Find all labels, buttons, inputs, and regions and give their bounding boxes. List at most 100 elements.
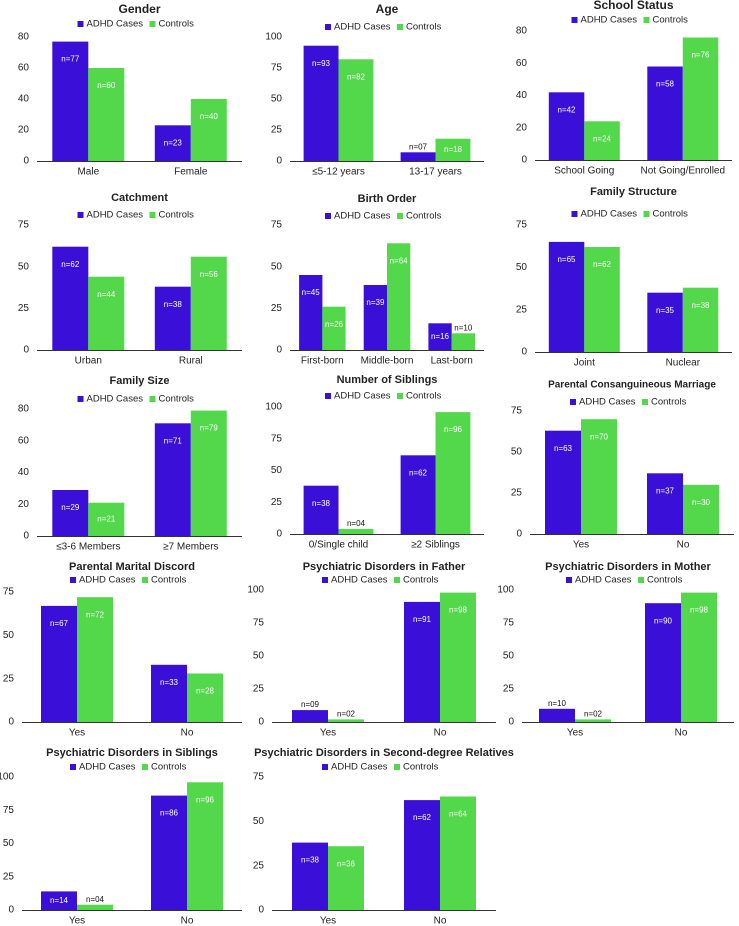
bar-controls-first-born	[322, 306, 346, 350]
legend-label-controls: Controls	[159, 394, 195, 405]
data-label: n=71	[164, 436, 183, 445]
data-label: n=77	[61, 55, 80, 64]
legend-swatch-adhd-cases	[77, 21, 84, 27]
bar-adhd-cases-yes	[292, 710, 328, 722]
y-tick-label: 75	[271, 433, 283, 444]
y-tick-label: 50	[511, 447, 523, 458]
bar-adhd-cases-school-going	[548, 92, 585, 160]
bar-adhd-cases-no	[404, 800, 440, 910]
data-label: n=29	[61, 503, 80, 512]
chart-panel-14: Psychiatric Disorders in Second-degree R…	[253, 747, 514, 926]
chart-panel-11: Psychiatric Disorders in Father ADHD Case…	[247, 561, 496, 739]
data-label: n=76	[691, 51, 710, 60]
chart-title: Number of Siblings	[337, 374, 438, 386]
y-tick-label: 25	[18, 303, 30, 314]
bar-adhd-cases-female	[154, 125, 191, 161]
bar-controls-not-going-enrolled	[682, 37, 719, 160]
bar-controls-yes	[575, 719, 611, 722]
legend-label-controls: Controls	[653, 15, 689, 26]
data-label: n=09	[301, 700, 320, 709]
data-label: n=45	[302, 288, 321, 297]
data-label: n=60	[97, 81, 116, 90]
x-category-label: Female	[174, 167, 208, 178]
data-label: n=82	[347, 72, 366, 81]
data-label: n=04	[347, 519, 366, 528]
legend-swatch-adhd-cases	[70, 577, 76, 583]
bar-adhd-cases-yes	[545, 430, 581, 534]
legend-label-adhd-cases: ADHD Cases	[334, 391, 391, 402]
chart-title: Gender	[118, 2, 160, 16]
chart-title: Age	[376, 2, 399, 16]
legend-label-controls: Controls	[653, 209, 689, 220]
legend-label-controls: Controls	[651, 397, 687, 408]
data-label: n=44	[97, 290, 116, 299]
y-tick-label: 25	[516, 304, 528, 315]
legend-label-adhd-cases: ADHD Cases	[575, 575, 632, 586]
bar-adhd-cases-last-born	[428, 323, 452, 350]
x-category-label: Middle-born	[361, 356, 414, 367]
y-tick-label: 25	[271, 125, 283, 136]
data-label: n=62	[413, 813, 432, 822]
data-label: n=42	[557, 105, 576, 114]
y-tick-label: 50	[3, 838, 15, 849]
bar-adhd-cases-no	[645, 603, 681, 722]
x-category-label: Urban	[75, 356, 102, 367]
legend-swatch-controls	[643, 211, 650, 217]
y-tick-label: 100	[265, 32, 282, 43]
legend-swatch-controls	[142, 577, 148, 583]
data-label: n=98	[449, 606, 468, 615]
y-tick-label: 50	[253, 651, 265, 662]
y-tick-label: 25	[253, 684, 265, 695]
bar-adhd-cases-rural	[154, 286, 191, 350]
bar-controls-joint	[584, 247, 620, 352]
y-tick-label: 50	[271, 465, 283, 476]
legend-swatch-controls	[397, 24, 403, 30]
chart-panel-12: Psychiatric Disorders in Mother ADHD Case…	[497, 561, 734, 739]
legend-swatch-adhd-cases	[571, 17, 578, 23]
y-tick-label: 100	[0, 772, 14, 783]
data-label: n=62	[593, 260, 612, 269]
legend-label-adhd-cases: ADHD Cases	[331, 762, 388, 773]
bar-adhd-cases-13-17-years	[400, 152, 436, 161]
legend-swatch-controls	[397, 393, 403, 399]
chart-panel-1: Gender ADHD Cases Controls 0 20 40 60 80 n=77 n=6…	[18, 2, 242, 178]
legend-label-adhd-cases: ADHD Cases	[87, 19, 144, 30]
chart-title: Family Size	[110, 375, 170, 387]
y-tick-label: 0	[23, 345, 29, 356]
data-label: n=67	[50, 619, 69, 628]
bar-controls-no	[681, 592, 717, 722]
bar-controls-male	[88, 68, 125, 161]
legend-swatch-adhd-cases	[77, 396, 84, 402]
x-category-label: Yes	[69, 728, 85, 739]
bar-controls-7-members	[190, 410, 227, 536]
data-label: n=65	[557, 255, 576, 264]
data-label: n=96	[196, 795, 215, 804]
data-label: n=93	[312, 59, 331, 68]
chart-title: Psychiatric Disorders in Father	[303, 561, 466, 573]
y-tick-label: 75	[3, 805, 15, 816]
data-label: n=30	[692, 498, 711, 507]
bar-adhd-cases-7-members	[154, 423, 191, 536]
legend-label-controls: Controls	[151, 575, 187, 586]
bar-adhd-cases-0-single-child	[303, 485, 339, 534]
data-label: n=63	[554, 444, 573, 453]
data-label: n=38	[301, 856, 320, 865]
bar-controls-3-6-members	[88, 502, 125, 536]
legend-swatch-controls	[394, 577, 400, 583]
legend-label-adhd-cases: ADHD Cases	[79, 575, 136, 586]
bar-controls-0-single-child	[338, 528, 374, 534]
legend-label-controls: Controls	[403, 575, 439, 586]
legend-swatch-controls	[149, 21, 156, 27]
data-label: n=72	[86, 610, 105, 619]
legend-swatch-controls	[142, 764, 148, 770]
legend-label-adhd-cases: ADHD Cases	[334, 22, 391, 33]
data-label: n=98	[690, 606, 709, 615]
x-category-label: Not Going/Enrolled	[641, 166, 726, 177]
chart-title: Birth Order	[358, 193, 417, 205]
y-tick-label: 40	[516, 90, 528, 101]
data-label: n=38	[164, 300, 183, 309]
x-category-label: No	[434, 916, 447, 926]
chart-title: Family Structure	[590, 186, 677, 198]
x-category-label: 13-17 years	[409, 167, 462, 178]
y-tick-label: 50	[18, 261, 30, 272]
